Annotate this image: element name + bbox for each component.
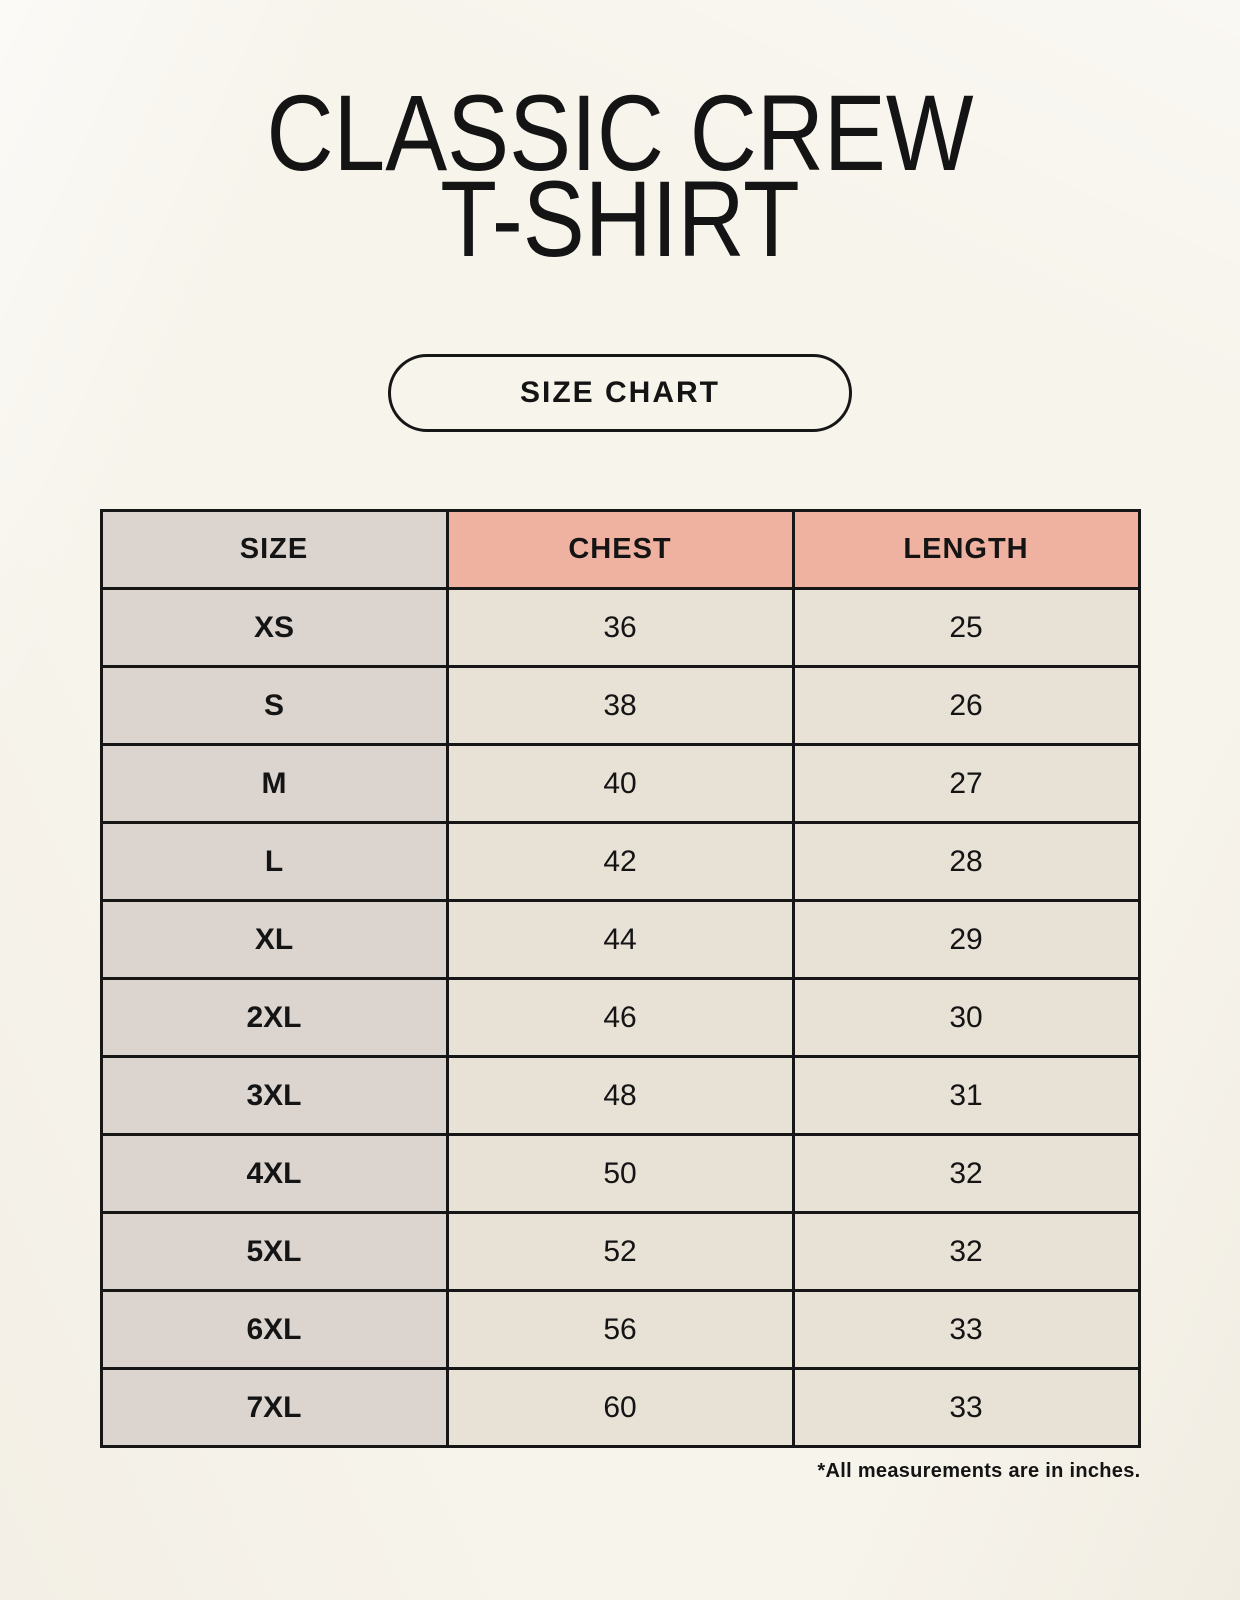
length-cell: 25 [791,587,1141,668]
chest-cell: 46 [445,977,795,1058]
chest-cell: 60 [445,1367,795,1448]
size-chart-badge-label: SIZE CHART [520,376,720,409]
size-cell: 2XL [99,977,449,1058]
chest-cell: 50 [445,1133,795,1214]
size-chart-badge[interactable]: SIZE CHART [388,354,852,432]
size-cell: M [99,743,449,824]
chest-cell: 42 [445,821,795,902]
table-body: XS 36 25 S 38 26 M 40 27 L 42 28 XL 44 29 2XL 46 30 3XL 48 3… [99,587,1141,1448]
chest-cell: 56 [445,1289,795,1370]
table-row: 2XL 46 30 [99,977,1141,1058]
chest-cell: 44 [445,899,795,980]
length-cell: 31 [791,1055,1141,1136]
size-cell: 4XL [99,1133,449,1214]
length-cell: 26 [791,665,1141,746]
table-row: 7XL 60 33 [99,1367,1141,1448]
table-row: XS 36 25 [99,587,1141,668]
size-cell: 7XL [99,1367,449,1448]
table-row: 6XL 56 33 [99,1289,1141,1370]
length-cell: 33 [791,1289,1141,1370]
length-cell: 32 [791,1211,1141,1292]
chest-cell: 36 [445,587,795,668]
table-row: S 38 26 [99,665,1141,746]
table-row: 3XL 48 31 [99,1055,1141,1136]
table-row: M 40 27 [99,743,1141,824]
size-chart-section: SIZE CHEST LENGTH XS 36 25 S 38 26 M 40 27 L 42 28 X… [99,509,1141,1483]
size-cell: XS [99,587,449,668]
size-cell: L [99,821,449,902]
chest-cell: 40 [445,743,795,824]
size-cell: 3XL [99,1055,449,1136]
size-chart-table: SIZE CHEST LENGTH XS 36 25 S 38 26 M 40 27 L 42 28 X… [99,509,1141,1448]
chest-cell: 52 [445,1211,795,1292]
chest-cell: 48 [445,1055,795,1136]
table-row: L 42 28 [99,821,1141,902]
chest-cell: 38 [445,665,795,746]
page-title: CLASSIC CREW T-SHIRT [87,0,1153,279]
size-cell: XL [99,899,449,980]
table-header-row: SIZE CHEST LENGTH [99,509,1141,590]
size-cell: 5XL [99,1211,449,1292]
length-cell: 32 [791,1133,1141,1214]
table-row: 5XL 52 32 [99,1211,1141,1292]
length-cell: 29 [791,899,1141,980]
size-cell: S [99,665,449,746]
table-row: XL 44 29 [99,899,1141,980]
measurements-footnote: *All measurements are in inches. [817,1460,1141,1482]
length-cell: 28 [791,821,1141,902]
table-row: 4XL 50 32 [99,1133,1141,1214]
length-cell: 27 [791,743,1141,824]
column-header-length: LENGTH [791,509,1141,590]
page-title-line1: CLASSIC CREW [266,72,974,193]
page-title-line2: T-SHIRT [440,158,800,279]
column-header-size: SIZE [99,509,449,590]
length-cell: 30 [791,977,1141,1058]
column-header-chest: CHEST [445,509,795,590]
size-cell: 6XL [99,1289,449,1370]
length-cell: 33 [791,1367,1141,1448]
